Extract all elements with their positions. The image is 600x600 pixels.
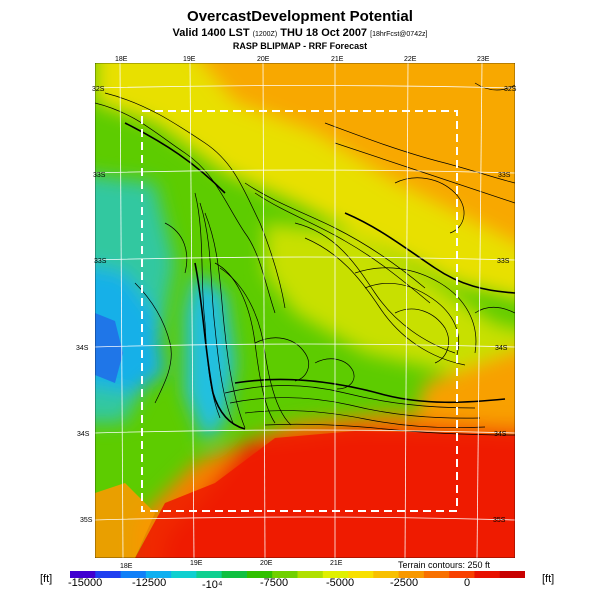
scale-tick-label: -2500	[390, 577, 419, 589]
lat-label-left: 34S	[76, 345, 89, 352]
color-scale-swatch	[70, 571, 96, 578]
lon-label-bottom: 21E	[330, 560, 343, 567]
region-inland-cyan	[185, 273, 235, 443]
scale-tick-label: -7500	[260, 577, 289, 589]
color-scale-swatch	[373, 571, 400, 578]
lat-label-left: 33S	[93, 172, 106, 179]
lat-label-left: 32S	[92, 86, 105, 93]
region-sea-orange	[95, 483, 155, 558]
lat-label-left: 33S	[94, 258, 107, 265]
color-scale-swatch	[221, 571, 248, 578]
color-scale-swatch	[398, 571, 425, 578]
valid-time: Valid 1400 LST	[172, 27, 250, 39]
color-scale-swatch	[120, 571, 147, 578]
lat-label-right: 33S	[498, 172, 511, 179]
scale-tick-label: -15000	[68, 577, 103, 589]
forecast-map	[95, 63, 515, 558]
region-yellow-band	[265, 223, 515, 373]
color-scale-swatch	[499, 571, 525, 578]
valid-date: THU 18 Oct 2007	[280, 27, 368, 39]
region-west-blue	[95, 313, 123, 383]
lon-label-top: 20E	[257, 56, 270, 63]
map-subtitle: RASP BLIPMAP - RRF Forecast	[232, 41, 368, 51]
color-scale-swatch	[423, 571, 450, 578]
lat-label-right: 33S	[497, 258, 510, 265]
scale-tick-label: -10⁴	[202, 579, 223, 591]
color-scale-swatch	[95, 571, 122, 578]
region-yellow-north	[95, 63, 515, 298]
forecast-domain-boundary	[141, 110, 458, 512]
lat-label-right: 34S	[495, 345, 508, 352]
valid-time-line: Valid 1400 LST (1200Z) THU 18 Oct 2007 […	[0, 27, 600, 39]
lat-label-right: 32S	[504, 86, 517, 93]
lon-label-bottom: 20E	[260, 560, 273, 567]
lat-label-left: 35S	[80, 517, 93, 524]
lon-label-bottom: 18E	[120, 563, 133, 570]
region-coastal-red	[135, 431, 515, 558]
scale-tick-label: 0	[464, 577, 471, 589]
lat-label-right: 34S	[494, 431, 507, 438]
lon-label-top: 19E	[183, 56, 196, 63]
lon-label-top: 23E	[477, 56, 490, 63]
color-scale-swatch	[297, 571, 324, 578]
scale-tick-label: -5000	[326, 577, 355, 589]
unit-label-right: [ft]	[542, 573, 555, 585]
color-scale-swatch	[272, 571, 298, 578]
lat-lon-grid	[95, 63, 515, 558]
lon-label-top: 18E	[115, 56, 128, 63]
color-scale-swatch	[322, 571, 349, 578]
color-scale-swatch	[449, 571, 475, 578]
color-scale-swatch	[145, 571, 172, 578]
terrain-contours	[95, 82, 515, 436]
color-scale-bar	[70, 571, 525, 578]
terrain-contours-note: Terrain contours: 250 ft	[398, 560, 491, 570]
lon-label-bottom: 19E	[190, 560, 203, 567]
lon-label-top: 21E	[331, 56, 344, 63]
terrain-contours-bold	[124, 122, 515, 430]
color-scale-swatch	[474, 571, 501, 578]
lat-label-left: 34S	[77, 431, 90, 438]
lon-label-top: 22E	[404, 56, 417, 63]
unit-label-left: [ft]	[40, 573, 53, 585]
color-scale-swatch	[246, 571, 273, 578]
scale-tick-label: -12500	[132, 577, 167, 589]
valid-time-utc: (1200Z)	[252, 31, 278, 38]
color-scale-swatch	[348, 571, 374, 578]
lat-label-right: 35S	[493, 517, 506, 524]
forecast-tag: [18hrFcst@0742z]	[370, 31, 428, 38]
color-scale-swatch	[171, 571, 197, 578]
color-scale-swatch	[196, 571, 223, 578]
map-title: OvercastDevelopment Potential	[187, 8, 413, 25]
